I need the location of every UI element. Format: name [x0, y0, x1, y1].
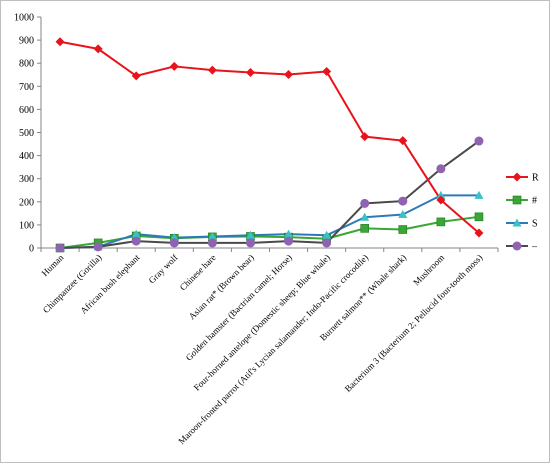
x-tick-label: Asian rat* (Brown bear) — [187, 252, 256, 321]
data-point — [93, 242, 103, 252]
legend-marker — [512, 218, 522, 227]
data-point — [398, 225, 408, 234]
x-tick-label: Maroon-fronted parrot (Atif's Lycian sal… — [176, 252, 370, 446]
y-tick-label: 0 — [29, 244, 34, 255]
y-tick-label: 500 — [19, 128, 34, 139]
data-point — [436, 217, 446, 227]
x-tick-label: Gray wolf — [147, 252, 180, 285]
data-point — [474, 190, 484, 199]
legend-marker — [512, 195, 522, 205]
data-point — [436, 195, 446, 205]
data-point — [169, 238, 179, 248]
data-point — [398, 136, 408, 146]
data-point — [322, 230, 332, 239]
data-point — [360, 132, 370, 142]
legend-label: S — [532, 219, 538, 230]
data-point — [322, 67, 332, 77]
y-tick-label: 100 — [19, 220, 34, 231]
data-point — [93, 44, 103, 54]
y-tick-label: 600 — [19, 105, 34, 116]
x-tick-label: Human — [40, 252, 66, 278]
data-point — [284, 70, 294, 80]
data-point — [207, 65, 217, 75]
data-point — [207, 231, 217, 240]
y-tick-label: 800 — [19, 59, 34, 70]
data-point — [245, 238, 255, 248]
y-tick-label: 700 — [19, 82, 34, 93]
series-layer — [55, 37, 484, 253]
series-line — [60, 140, 480, 249]
data-point — [169, 61, 179, 71]
data-point — [398, 210, 408, 219]
data-point — [55, 37, 65, 47]
y-tick-label: 300 — [19, 174, 34, 185]
legend: R # S – — [506, 172, 539, 253]
x-tick-label: Mushroom — [411, 252, 446, 287]
legend-label: – — [531, 242, 538, 253]
y-tick-label: 200 — [19, 197, 34, 208]
data-point — [360, 224, 370, 233]
data-point — [131, 71, 141, 81]
data-point — [436, 164, 446, 174]
legend-marker — [512, 172, 522, 182]
data-point — [436, 190, 446, 199]
series-line — [60, 194, 479, 249]
series-line — [59, 40, 480, 234]
data-point — [474, 228, 484, 238]
data-point — [245, 230, 255, 239]
x-tick-label: Four-horned antelope (Domestic sheep; Bl… — [192, 252, 332, 392]
data-point — [474, 136, 484, 146]
data-point — [322, 238, 332, 248]
y-tick-label: 900 — [19, 36, 34, 47]
data-point — [474, 212, 484, 222]
y-axis-ticks: 0 100 200 300 400 500 600 700 800 900 1000 — [14, 13, 41, 255]
x-tick-label: Bacterium 3 (Bacterium 2; Pellucid four-… — [343, 252, 485, 394]
x-tick-label: Chinese hare — [178, 252, 218, 292]
data-point — [245, 67, 255, 77]
data-point — [398, 196, 408, 206]
y-tick-label: 1000 — [14, 13, 34, 24]
data-point — [131, 229, 141, 238]
legend-marker — [512, 241, 522, 251]
data-point — [360, 198, 370, 208]
legend-label: R — [532, 173, 539, 184]
data-point — [360, 212, 370, 221]
data-point — [131, 236, 141, 246]
data-point — [55, 243, 65, 253]
legend-label: # — [532, 196, 537, 207]
data-point — [284, 236, 294, 246]
data-point — [284, 229, 294, 238]
y-tick-label: 400 — [19, 151, 34, 162]
data-point — [207, 238, 217, 248]
